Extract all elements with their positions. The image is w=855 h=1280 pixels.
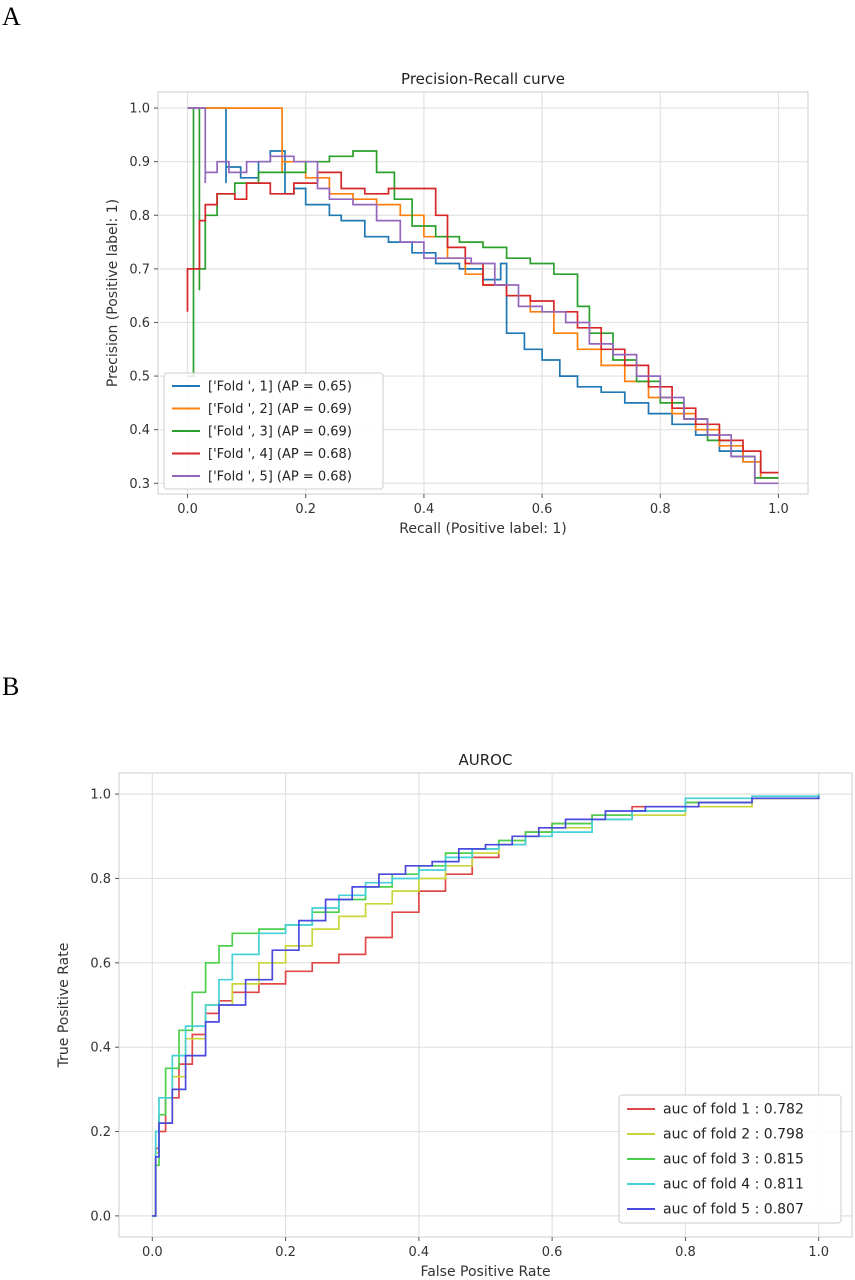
x-tick-label: 0.4 xyxy=(409,1245,430,1260)
legend-box xyxy=(163,372,384,490)
x-tick-label: 0.8 xyxy=(650,502,671,517)
legend-label-2: auc of fold 2 : 0.798 xyxy=(663,1127,804,1143)
series-line-5 xyxy=(187,107,779,485)
x-tick-label: 0.8 xyxy=(675,1245,696,1260)
y-tick-label: 1.0 xyxy=(90,788,111,803)
y-tick-label: 0.6 xyxy=(90,956,111,971)
panel-label-a: A xyxy=(2,2,21,31)
x-tick-label: 0.0 xyxy=(142,1245,163,1260)
auroc-chart: 0.0 0.2 0.4 0.6 0.8 1.0 0.0 0.2 0.4 0.6 0.8 1.0 AURO… xyxy=(56,751,853,1280)
y-tick-label: 0.0 xyxy=(90,1209,111,1224)
y-tick-label: 0.5 xyxy=(129,370,150,385)
legend-label-4: ['Fold ', 4] (AP = 0.68) xyxy=(208,447,352,462)
y-tick-label: 0.9 xyxy=(129,155,150,170)
series-line-3 xyxy=(152,794,820,1217)
legend-label-1: auc of fold 1 : 0.782 xyxy=(663,1102,804,1118)
legend-label-3: auc of fold 3 : 0.815 xyxy=(663,1152,804,1168)
y-tick-label: 0.8 xyxy=(129,209,150,224)
precision-recall-chart: 0.0 0.2 0.4 0.6 0.8 1.0 0.3 0.4 0.5 0.6 0.7 0.8 0.9 1… xyxy=(105,70,809,537)
x-tick-label: 0.6 xyxy=(532,502,553,517)
x-tick-label: 0.6 xyxy=(542,1245,563,1260)
x-axis-label: False Positive Rate xyxy=(420,1264,550,1280)
y-tick-label: 0.4 xyxy=(90,1041,111,1056)
legend-label-3: ['Fold ', 3] (AP = 0.69) xyxy=(208,425,352,440)
y-axis-label: True Positive Rate xyxy=(56,943,72,1069)
legend-label-4: auc of fold 4 : 0.811 xyxy=(663,1177,804,1193)
chart-title: AUROC xyxy=(459,751,513,769)
x-tick-label: 0.2 xyxy=(295,502,316,517)
chart-title: Precision-Recall curve xyxy=(401,70,565,88)
y-tick-label: 1.0 xyxy=(129,102,150,117)
panel-label-b: B xyxy=(2,672,20,701)
legend-label-5: ['Fold ', 5] (AP = 0.68) xyxy=(208,470,352,485)
x-tick-label: 0.0 xyxy=(177,502,198,517)
legend-label-1: ['Fold ', 1] (AP = 0.65) xyxy=(208,380,352,395)
legend-label-2: ['Fold ', 2] (AP = 0.69) xyxy=(208,402,352,417)
y-tick-label: 0.6 xyxy=(129,316,150,331)
x-tick-label: 0.4 xyxy=(414,502,435,517)
y-tick-label: 0.2 xyxy=(90,1125,111,1140)
x-axis-label: Recall (Positive label: 1) xyxy=(399,521,567,537)
x-tick-label: 0.2 xyxy=(275,1245,296,1260)
x-tick-label: 1.0 xyxy=(768,502,789,517)
y-axis-label: Precision (Positive label: 1) xyxy=(105,199,121,387)
y-tick-label: 0.3 xyxy=(129,477,150,492)
x-tick-label: 1.0 xyxy=(808,1245,829,1260)
y-tick-label: 0.4 xyxy=(129,423,150,438)
y-tick-label: 0.8 xyxy=(90,872,111,887)
legend-box xyxy=(618,1094,842,1224)
legend-label-5: auc of fold 5 : 0.807 xyxy=(663,1202,804,1218)
series-line-5 xyxy=(152,796,820,1217)
y-tick-label: 0.7 xyxy=(129,262,150,277)
